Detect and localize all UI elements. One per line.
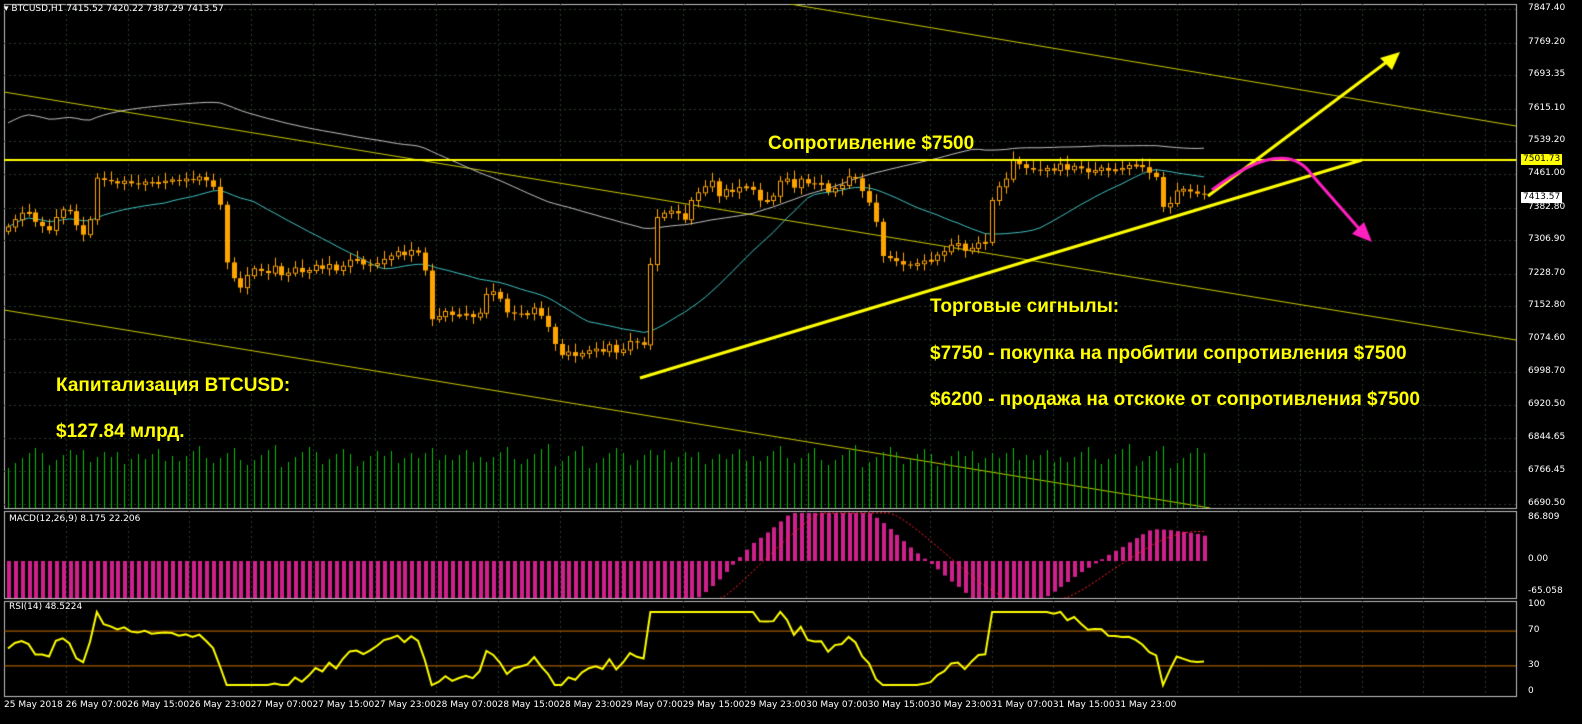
price-axis-label: 7306.90 — [1528, 234, 1566, 244]
price-axis-label: 7847.40 — [1528, 3, 1566, 13]
cap-value: $127.84 млрд. — [56, 421, 185, 442]
price-axis-label: 7228.70 — [1528, 268, 1566, 278]
time-axis-label: 27 May 15:00 — [312, 700, 375, 710]
time-axis-label: 31 May 15:00 — [1052, 700, 1115, 710]
time-axis-label: 30 May 15:00 — [867, 700, 930, 710]
collapse-arrow-icon[interactable]: ▾ — [4, 4, 12, 14]
price-axis-label: 7382.80 — [1528, 202, 1566, 212]
time-axis-label: 29 May 07:00 — [621, 700, 683, 710]
price-axis-label: 6690.50 — [1528, 498, 1566, 508]
price-axis-label: 7461.00 — [1528, 168, 1566, 178]
time-axis-label: 27 May 23:00 — [374, 700, 436, 710]
time-axis-label: 29 May 23:00 — [744, 700, 807, 710]
macd-axis-label: 0.00 — [1528, 554, 1549, 564]
price-axis-label: 7769.20 — [1528, 37, 1566, 47]
price-axis-label: 7693.35 — [1528, 69, 1566, 79]
price-axis-label: 7539.20 — [1528, 135, 1566, 145]
resistance-price-tag: 7501.73 — [1521, 154, 1563, 165]
rsi-axis-label: 30 — [1528, 660, 1540, 670]
price-axis-label: 6844.65 — [1528, 432, 1566, 442]
time-axis-label: 31 May 23:00 — [1114, 700, 1177, 710]
time-axis-label: 28 May 23:00 — [559, 700, 622, 710]
time-axis-label: 26 May 15:00 — [127, 700, 190, 710]
time-axis-label: 28 May 15:00 — [497, 700, 560, 710]
signals-title: Торговые сигнылы: — [930, 296, 1120, 317]
macd-axis-label: 86.809 — [1528, 512, 1560, 522]
time-axis-label: 27 May 07:00 — [250, 700, 313, 710]
time-axis-label: 29 May 15:00 — [682, 700, 745, 710]
rsi-label: RSI(14) 48.5224 — [9, 602, 83, 612]
time-axis-label: 28 May 07:00 — [435, 700, 498, 710]
current-price-tag: 7413.57 — [1521, 192, 1563, 203]
rsi-axis-label: 0 — [1528, 686, 1534, 696]
price-axis-label: 6920.50 — [1528, 399, 1566, 409]
resistance-annotation: Сопротивление $7500 — [768, 133, 975, 154]
rsi-axis-label: 100 — [1528, 599, 1546, 609]
time-axis-label: 30 May 07:00 — [806, 700, 868, 710]
rsi-axis-label: 70 — [1528, 625, 1540, 635]
price-axis-label: 7152.80 — [1528, 300, 1566, 310]
signal-buy: $7750 - покупка на пробитии сопротивлени… — [930, 343, 1407, 364]
signal-sell: $6200 - продажа на отскоке от сопротивле… — [930, 389, 1420, 410]
cap-title: Капитализация BTCUSD: — [56, 375, 291, 396]
macd-axis-label: -65.058 — [1528, 586, 1563, 596]
price-axis-label: 6766.45 — [1528, 465, 1566, 475]
price-axis-label: 7615.10 — [1528, 103, 1566, 113]
time-axis-label: 26 May 23:00 — [189, 700, 251, 710]
time-axis-label: 30 May 23:00 — [929, 700, 992, 710]
price-axis-label: 7074.60 — [1528, 333, 1566, 343]
symbol-header: ▾ BTCUSD,H1 7415.52 7420.22 7387.29 7413… — [4, 4, 224, 14]
time-axis-label: 31 May 07:00 — [991, 700, 1053, 710]
price-axis-label: 6998.70 — [1528, 366, 1566, 376]
macd-label: MACD(12,26,9) 8.175 22.206 — [9, 514, 141, 524]
time-axis-label: 25 May 2018 — [4, 700, 63, 710]
symbol-header-text: BTCUSD,H1 7415.52 7420.22 7387.29 7413.5… — [11, 4, 224, 14]
time-axis-label: 26 May 07:00 — [65, 700, 128, 710]
